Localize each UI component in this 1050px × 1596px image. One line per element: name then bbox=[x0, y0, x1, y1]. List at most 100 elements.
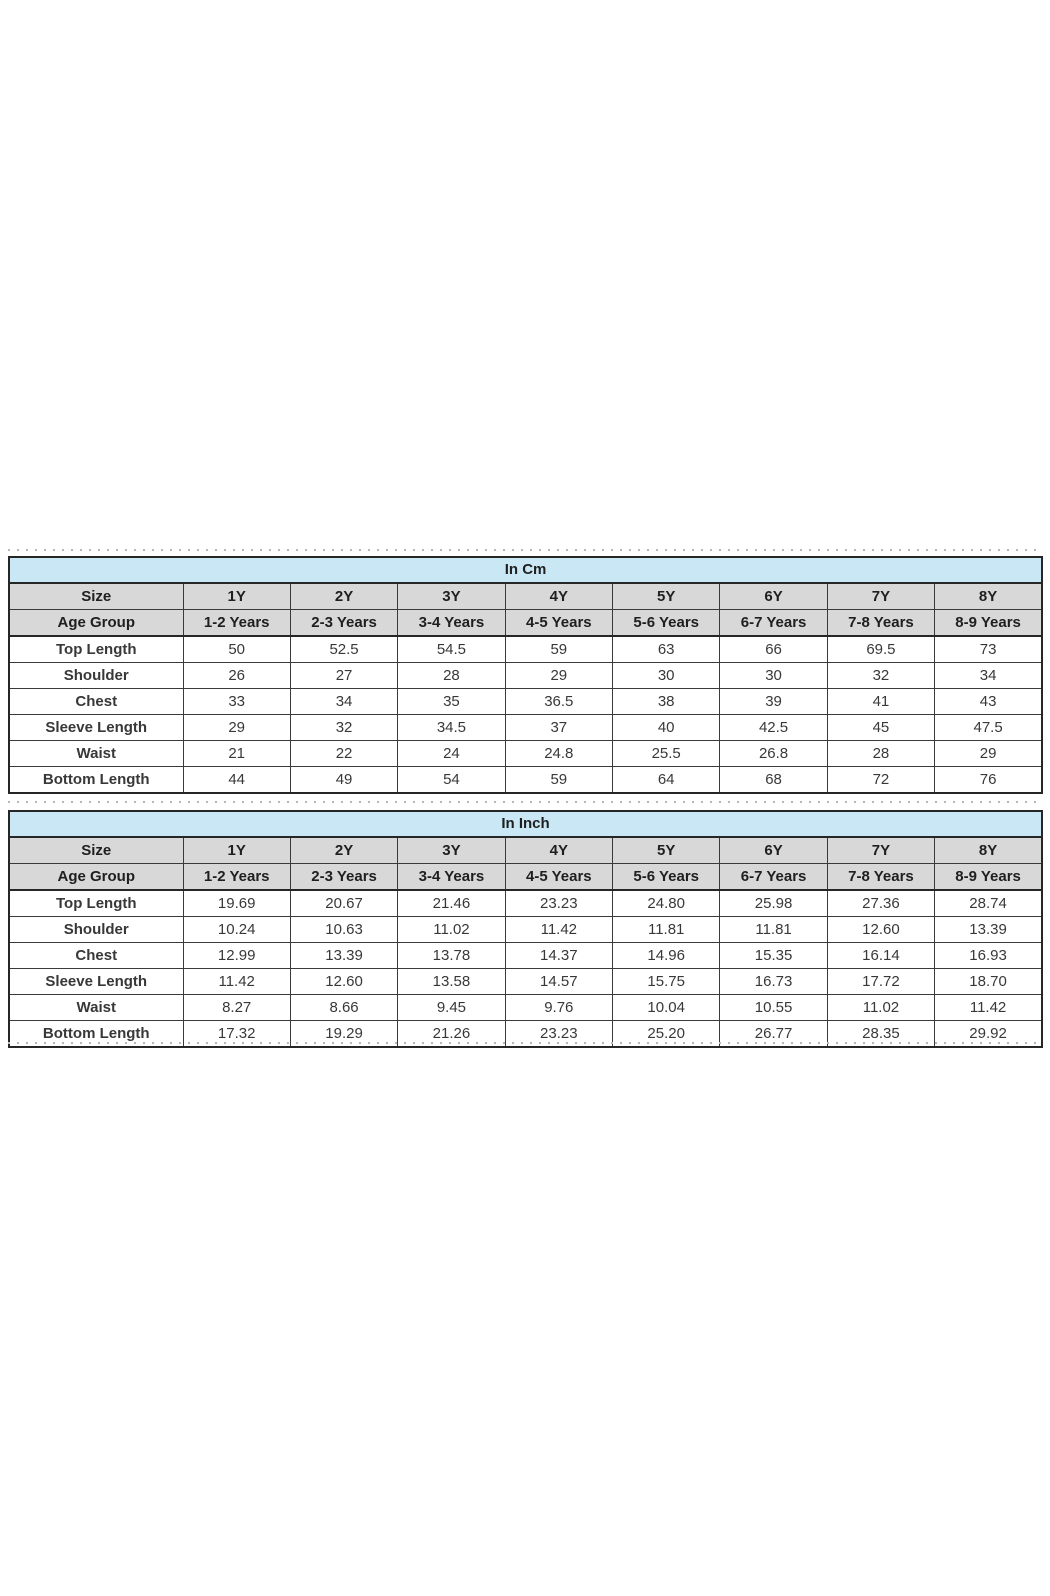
measurement-value: 24 bbox=[397, 740, 506, 767]
size-column-header: 3Y bbox=[397, 836, 506, 864]
measurement-row: Top Length 50 52.5 54.5 59 63 66 69.5 73 bbox=[8, 635, 1043, 663]
measurement-value: 24.8 bbox=[504, 740, 614, 767]
measurement-row: Chest 12.99 13.39 13.78 14.37 14.96 15.35 16.14… bbox=[8, 942, 1043, 969]
age-group-header: 7-8 Years bbox=[826, 609, 936, 637]
page-break-dashed-line bbox=[8, 1042, 1042, 1044]
measurement-value: 28.74 bbox=[934, 889, 1043, 917]
measurement-value: 39 bbox=[719, 688, 828, 715]
measurement-value: 49 bbox=[289, 766, 399, 794]
size-chart-cm-table: In Cm Size 1Y 2Y 3Y 4Y 5Y 6Y 7Y 8Y Age Group 1-2 Ye… bbox=[8, 556, 1044, 794]
measurement-value: 32 bbox=[289, 714, 399, 741]
measurement-value: 35 bbox=[397, 688, 506, 715]
measurement-value: 76 bbox=[934, 766, 1043, 794]
measurement-value: 10.63 bbox=[289, 916, 399, 943]
measurement-row: Waist 8.27 8.66 9.45 9.76 10.04 10.55 11.02 11.4… bbox=[8, 994, 1043, 1021]
measurement-value: 21.46 bbox=[397, 889, 506, 917]
page-break-dashed-line bbox=[8, 549, 1042, 551]
size-column-header: 7Y bbox=[826, 836, 936, 864]
size-column-header: 8Y bbox=[934, 836, 1043, 864]
measurement-value: 25.5 bbox=[611, 740, 721, 767]
measurement-value: 10.55 bbox=[719, 994, 828, 1021]
measurement-row: Sleeve Length 11.42 12.60 13.58 14.57 15.75 16… bbox=[8, 968, 1043, 995]
measurement-value: 36.5 bbox=[504, 688, 614, 715]
measurement-value: 23.23 bbox=[504, 889, 614, 917]
measurement-label: Shoulder bbox=[8, 916, 184, 943]
measurement-label: Top Length bbox=[8, 635, 184, 663]
measurement-value: 29 bbox=[504, 662, 614, 689]
measurement-row: Sleeve Length 29 32 34.5 37 40 42.5 45 47.5 bbox=[8, 714, 1043, 741]
measurement-value: 21 bbox=[182, 740, 291, 767]
measurement-label: Sleeve Length bbox=[8, 714, 184, 741]
measurement-value: 12.99 bbox=[182, 942, 291, 969]
size-column-header: 4Y bbox=[504, 582, 614, 610]
measurement-value: 43 bbox=[934, 688, 1043, 715]
measurement-value: 29 bbox=[182, 714, 291, 741]
measurement-row: Shoulder 26 27 28 29 30 30 32 34 bbox=[8, 662, 1043, 689]
measurement-value: 16.73 bbox=[719, 968, 828, 995]
measurement-value: 69.5 bbox=[826, 635, 936, 663]
measurement-value: 59 bbox=[504, 635, 614, 663]
age-group-header: 5-6 Years bbox=[611, 863, 721, 891]
measurement-value: 66 bbox=[719, 635, 828, 663]
measurement-value: 17.72 bbox=[826, 968, 936, 995]
measurement-value: 24.80 bbox=[611, 889, 721, 917]
measurement-label: Shoulder bbox=[8, 662, 184, 689]
size-column-header: 6Y bbox=[719, 582, 828, 610]
measurement-value: 11.42 bbox=[504, 916, 614, 943]
size-column-header: 5Y bbox=[611, 836, 721, 864]
measurement-value: 59 bbox=[504, 766, 614, 794]
size-chart-inch-table: In Inch Size 1Y 2Y 3Y 4Y 5Y 6Y 7Y 8Y Age Group 1-2 … bbox=[8, 810, 1043, 1048]
age-group-corner-label: Age Group bbox=[8, 863, 184, 891]
measurement-value: 47.5 bbox=[934, 714, 1043, 741]
measurement-value: 42.5 bbox=[719, 714, 828, 741]
measurement-value: 25.98 bbox=[719, 889, 828, 917]
measurement-value: 13.58 bbox=[397, 968, 506, 995]
measurement-value: 54.5 bbox=[397, 635, 506, 663]
measurement-row: Shoulder 10.24 10.63 11.02 11.42 11.81 11.81 12… bbox=[8, 916, 1043, 943]
measurement-label: Chest bbox=[8, 942, 184, 969]
measurement-value: 28 bbox=[397, 662, 506, 689]
measurement-value: 63 bbox=[611, 635, 721, 663]
age-group-header: 6-7 Years bbox=[719, 863, 828, 891]
measurement-row: Top Length 19.69 20.67 21.46 23.23 24.80 25.98… bbox=[8, 889, 1043, 917]
measurement-label: Top Length bbox=[8, 889, 184, 917]
measurement-value: 13.39 bbox=[934, 916, 1043, 943]
measurement-value: 10.24 bbox=[182, 916, 291, 943]
size-column-header: 1Y bbox=[182, 836, 291, 864]
size-column-header: 4Y bbox=[504, 836, 614, 864]
measurement-value: 34 bbox=[934, 662, 1043, 689]
measurement-value: 68 bbox=[719, 766, 828, 794]
age-group-corner-label: Age Group bbox=[8, 609, 184, 637]
age-group-header: 6-7 Years bbox=[719, 609, 828, 637]
measurement-value: 73 bbox=[934, 635, 1043, 663]
measurement-value: 11.02 bbox=[826, 994, 936, 1021]
measurement-row: Waist 21 22 24 24.8 25.5 26.8 28 29 bbox=[8, 740, 1043, 767]
size-column-header: 3Y bbox=[397, 582, 506, 610]
measurement-value: 32 bbox=[826, 662, 936, 689]
measurement-value: 14.37 bbox=[504, 942, 614, 969]
size-column-header: 1Y bbox=[182, 582, 291, 610]
measurement-value: 13.39 bbox=[289, 942, 399, 969]
measurement-value: 19.69 bbox=[182, 889, 291, 917]
size-column-header: 6Y bbox=[719, 836, 828, 864]
measurement-value: 72 bbox=[826, 766, 936, 794]
measurement-label: Waist bbox=[8, 994, 184, 1021]
age-group-header: 1-2 Years bbox=[182, 863, 291, 891]
measurement-label: Bottom Length bbox=[8, 766, 184, 794]
age-group-header: 2-3 Years bbox=[289, 863, 399, 891]
measurement-value: 14.96 bbox=[611, 942, 721, 969]
measurement-value: 15.75 bbox=[611, 968, 721, 995]
measurement-value: 13.78 bbox=[397, 942, 506, 969]
measurement-value: 54 bbox=[397, 766, 506, 794]
measurement-value: 64 bbox=[611, 766, 721, 794]
measurement-value: 26 bbox=[182, 662, 291, 689]
measurement-value: 11.81 bbox=[611, 916, 721, 943]
size-corner-label: Size bbox=[8, 582, 184, 610]
page-break-dashed-line bbox=[8, 801, 1042, 803]
measurement-value: 14.57 bbox=[504, 968, 614, 995]
age-group-header: 2-3 Years bbox=[289, 609, 399, 637]
measurement-value: 50 bbox=[182, 635, 291, 663]
size-column-header: 8Y bbox=[934, 582, 1043, 610]
measurement-row: Bottom Length 44 49 54 59 64 68 72 76 bbox=[8, 766, 1043, 794]
